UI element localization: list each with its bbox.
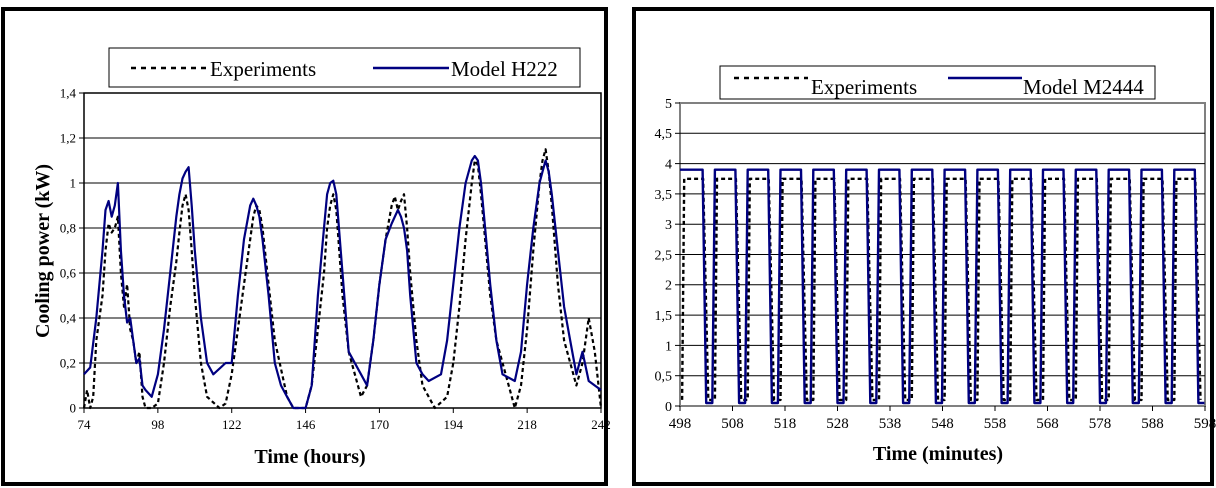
y-tick-label: 1	[70, 176, 77, 191]
legend-label-model: Model H222	[451, 57, 558, 81]
y-tick-label: 0,8	[60, 221, 76, 236]
right-series-group	[680, 168, 1205, 405]
y-tick-label: 1,2	[60, 131, 76, 146]
x-tick-label: 242	[591, 417, 611, 432]
left-legend-box	[108, 47, 581, 88]
x-tick-label: 558	[984, 416, 1007, 432]
left-y-tick-labels: 0 0,2 0,4 0,6 0,8 1 1,2 1,4	[60, 86, 84, 416]
y-tick-label: 1	[665, 339, 672, 354]
left-gridlines	[84, 137, 601, 364]
left-x-tick-labels: 74 98 122 146 170 194 218 242	[78, 408, 611, 432]
x-tick-label: 98	[151, 417, 164, 432]
x-tick-label: 588	[1141, 416, 1164, 432]
right-outer-frame	[632, 7, 1214, 486]
legend-label-model-right: Model M2444	[1023, 75, 1144, 99]
y-tick-label: 0,2	[60, 356, 76, 371]
x-tick-label: 538	[879, 416, 902, 432]
left-plot-area	[83, 92, 602, 409]
y-tick-label: 0,4	[60, 311, 77, 326]
right-legend-box	[719, 65, 1156, 100]
left-y-axis-title: Cooling power (kW)	[32, 164, 54, 338]
y-tick-label: 1,4	[60, 86, 77, 101]
y-tick-label: 0,6	[60, 266, 77, 281]
y-tick-label: 0,5	[655, 370, 673, 385]
x-tick-label: 518	[774, 416, 797, 432]
x-tick-label: 194	[444, 417, 464, 432]
x-tick-label: 528	[826, 416, 849, 432]
y-tick-label: 5	[665, 97, 672, 112]
left-outer-frame	[1, 7, 608, 486]
x-tick-label: 568	[1036, 416, 1059, 432]
series-line-model-right	[680, 168, 1205, 405]
left-x-axis-title: Time (hours)	[254, 446, 365, 468]
y-tick-label: 4	[665, 158, 672, 173]
left-chart-panel: 0 0,2 0,4 0,6 0,8 1 1,2 1,4 74 98 122 146 170 194 218…	[1, 7, 611, 486]
series-line-model	[83, 154, 602, 410]
y-tick-label: 0	[70, 401, 77, 416]
y-tick-label: 4,5	[655, 127, 673, 142]
y-tick-label: 3	[665, 218, 672, 233]
chart-cooling-power-hours: 0 0,2 0,4 0,6 0,8 1 1,2 1,4 74 98 122 146 170 194 218…	[1, 7, 611, 486]
x-tick-label: 578	[1089, 416, 1112, 432]
left-series-group	[82, 148, 603, 410]
x-tick-label: 170	[370, 417, 390, 432]
chart-cooling-power-minutes: 0 0,5 1 1,5 2 2,5 3 3,5 4 4,5 5 498 508 518 528 538 548…	[632, 7, 1216, 486]
x-tick-label: 122	[222, 417, 242, 432]
right-x-tick-labels: 498 508 518 528 538 548 558 568 578 588 598	[669, 406, 1216, 432]
x-tick-label: 508	[721, 416, 744, 432]
right-chart-panel: 0 0,5 1 1,5 2 2,5 3 3,5 4 4,5 5 498 508 518 528 538 548…	[626, 0, 1216, 488]
x-tick-label: 218	[517, 417, 537, 432]
x-tick-label: 74	[78, 417, 92, 432]
y-tick-label: 1,5	[655, 309, 673, 324]
y-tick-label: 0	[665, 400, 672, 415]
x-tick-label: 548	[931, 416, 954, 432]
y-tick-label: 2,5	[655, 248, 673, 263]
y-tick-label: 3,5	[655, 188, 673, 203]
x-tick-label: 146	[296, 417, 316, 432]
x-tick-label: 498	[669, 416, 692, 432]
legend-label-experiments-right: Experiments	[811, 75, 917, 99]
y-tick-label: 2	[665, 279, 672, 294]
legend-label-experiments: Experiments	[210, 57, 316, 81]
right-y-tick-labels: 0 0,5 1 1,5 2 2,5 3 3,5 4 4,5 5	[655, 97, 680, 415]
right-x-axis-title: Time (minutes)	[873, 443, 1003, 465]
x-tick-label: 598	[1194, 416, 1216, 432]
